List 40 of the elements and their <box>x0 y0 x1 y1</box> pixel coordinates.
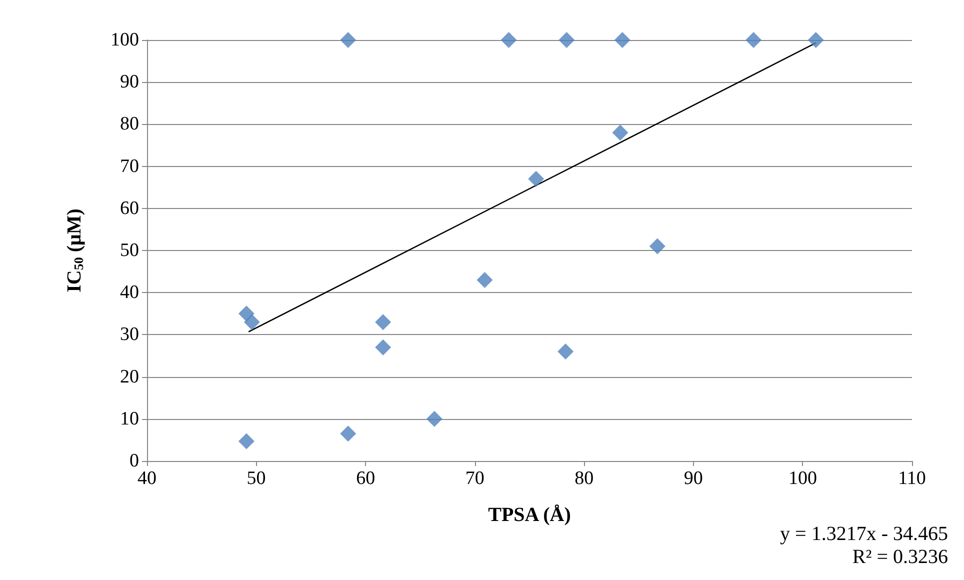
y-tick-label: 50 <box>120 240 139 261</box>
point <box>612 124 628 141</box>
point <box>426 410 442 427</box>
point <box>340 32 356 48</box>
point <box>244 314 260 330</box>
point <box>528 170 544 187</box>
y-tick-label: 100 <box>110 30 139 50</box>
point <box>238 433 254 450</box>
x-tick-label: 100 <box>788 468 817 489</box>
x-tick-label: 50 <box>246 468 266 489</box>
point <box>558 32 575 48</box>
y-tick-label: 30 <box>120 324 139 346</box>
y-tick-label: 70 <box>120 156 139 177</box>
y-axis-title: IC50 (μM) <box>64 208 86 292</box>
point <box>500 32 517 48</box>
x-tick-label: 40 <box>138 468 156 489</box>
point <box>614 32 630 48</box>
point <box>340 426 356 442</box>
point <box>558 344 574 360</box>
x-tick-label: 90 <box>684 468 703 489</box>
point <box>375 314 392 330</box>
point <box>375 339 392 356</box>
y-tick-label: 40 <box>120 282 139 304</box>
x-tick-label: 110 <box>898 468 926 489</box>
y-tick-label: 60 <box>120 198 139 219</box>
x-tick-label: 80 <box>574 468 594 489</box>
y-tick-label: 90 <box>120 72 139 93</box>
y-tick-label: 80 <box>120 114 139 135</box>
y-tick-label: 0 <box>130 450 139 472</box>
point <box>808 32 824 48</box>
x-tick-label: 60 <box>356 468 376 489</box>
point <box>746 32 762 48</box>
y-tick-label: 10 <box>120 408 139 430</box>
x-axis-title: TPSA (Å) <box>488 504 571 526</box>
point <box>649 238 666 254</box>
y-tick-label: 20 <box>120 366 139 388</box>
point <box>476 272 493 288</box>
text: y = 1.3217x - 34.465 <box>780 523 948 545</box>
text: R² = 0.3236 <box>852 546 948 568</box>
x-tick-label: 70 <box>465 468 484 489</box>
